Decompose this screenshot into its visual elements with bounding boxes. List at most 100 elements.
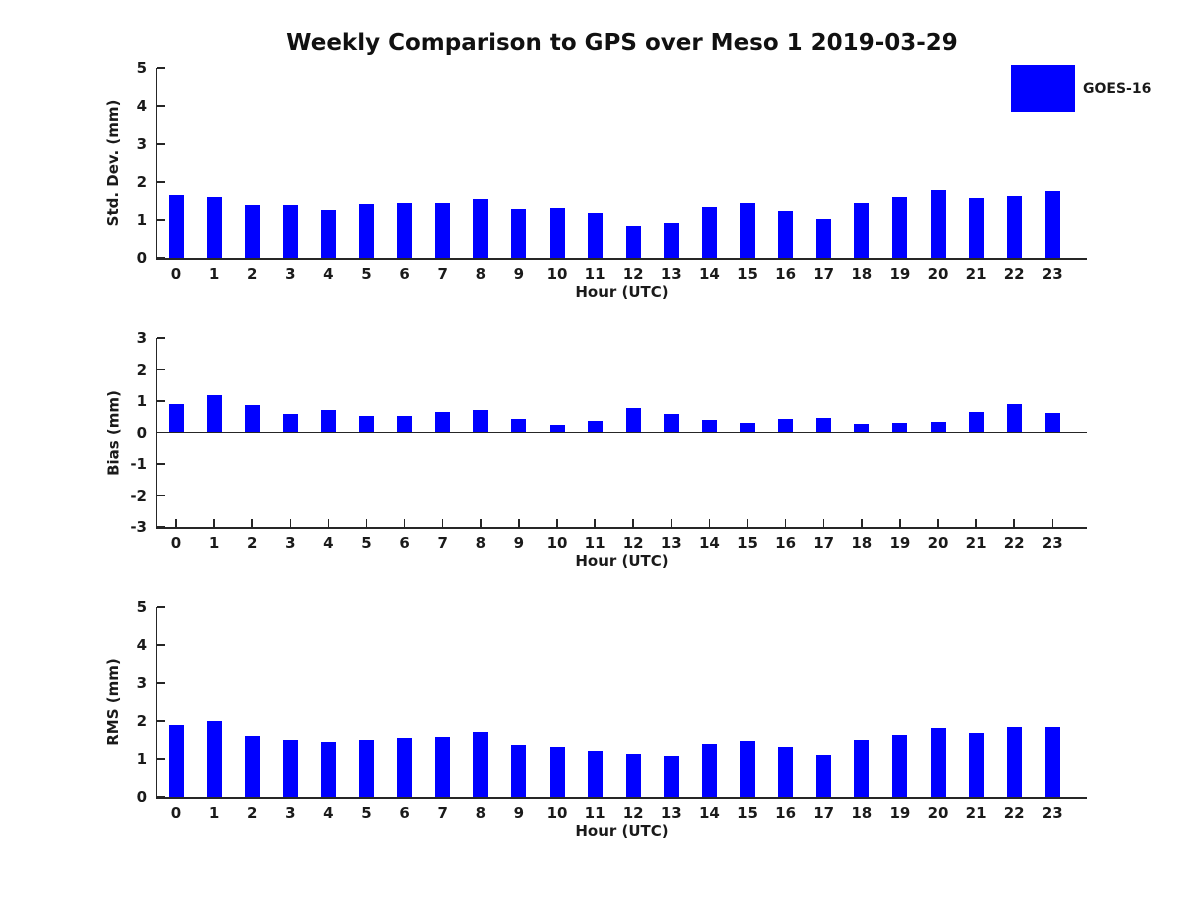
x-tick-label: 13	[660, 265, 682, 283]
x-tick	[670, 519, 673, 527]
x-tick	[1051, 519, 1054, 527]
x-tick-label: 9	[513, 265, 525, 283]
x-tick-label: 21	[965, 265, 987, 283]
bar-std-dev-hour-5	[359, 204, 374, 258]
bar-bias-hour-1	[206, 394, 222, 433]
y-tick-label: 5	[136, 598, 147, 616]
y-tick-label: 1	[136, 750, 147, 768]
bar-bias-hour-7	[435, 412, 451, 433]
x-tick	[746, 519, 749, 527]
x-tick-label: 0	[170, 804, 182, 822]
bar-bias-hour-23	[1044, 413, 1060, 433]
bar-std-dev-hour-12	[625, 226, 641, 258]
bar-bias-hour-17	[816, 418, 832, 433]
x-tick-label: 22	[1003, 534, 1025, 552]
y-tick-label: -2	[130, 486, 147, 505]
bar-rms-hour-8	[473, 732, 489, 797]
bar-bias-hour-21	[968, 412, 984, 433]
x-tick-label: 18	[851, 534, 873, 552]
x-tick-label: 3	[285, 534, 296, 552]
legend-color-swatch	[1011, 65, 1075, 112]
y-tick	[157, 720, 165, 722]
bar-std-dev-hour-4	[320, 210, 336, 258]
y-tick	[157, 758, 165, 760]
bar-bias-hour-15	[740, 423, 755, 433]
x-tick	[594, 519, 596, 527]
bar-rms-hour-7	[435, 736, 451, 797]
bar-std-dev-hour-19	[892, 197, 908, 258]
y-tick-label: 0	[136, 788, 147, 806]
y-axis-label-std-dev: Std. Dev. (mm)	[104, 99, 122, 227]
bar-std-dev-hour-9	[511, 209, 527, 258]
legend: GOES-16	[1011, 65, 1151, 112]
bar-std-dev-hour-21	[968, 197, 984, 258]
x-tick-label: 9	[513, 534, 525, 552]
bar-bias-hour-14	[701, 419, 717, 433]
bar-bias-hour-2	[244, 405, 260, 433]
bar-rms-hour-14	[701, 743, 717, 797]
bar-bias-hour-4	[320, 409, 336, 433]
y-tick-label: -1	[130, 455, 147, 473]
x-tick-label: 13	[660, 804, 682, 822]
x-tick-label: 17	[813, 804, 835, 822]
bar-std-dev-hour-11	[587, 213, 603, 258]
bar-std-dev-hour-14	[701, 207, 717, 258]
bar-bias-hour-9	[511, 419, 527, 433]
x-tick-label: 23	[1041, 804, 1063, 822]
y-tick	[157, 337, 165, 339]
x-tick	[518, 519, 520, 527]
y-tick	[157, 526, 165, 528]
y-tick	[157, 143, 165, 145]
x-tick-label: 19	[889, 804, 911, 822]
x-tick	[480, 519, 482, 527]
x-tick-label: 7	[437, 265, 448, 283]
x-tick	[861, 519, 863, 527]
y-tick-label: 0	[136, 423, 147, 442]
legend-series-label: GOES-16	[1083, 80, 1152, 97]
y-tick	[157, 219, 165, 221]
x-tick-label: 15	[737, 534, 758, 552]
x-tick	[1013, 519, 1015, 527]
x-tick-label: 3	[285, 265, 296, 283]
x-tick-label: 5	[361, 265, 372, 283]
x-tick	[899, 519, 901, 527]
y-tick-label: 4	[136, 97, 147, 115]
bar-bias-hour-22	[1006, 403, 1022, 433]
x-tick-label: 16	[775, 534, 797, 552]
y-axis-spine	[155, 338, 157, 529]
x-axis-label-rms: Hour (UTC)	[575, 822, 669, 840]
y-tick	[157, 368, 165, 371]
bar-rms-hour-19	[892, 735, 908, 797]
x-tick-label: 16	[775, 265, 797, 283]
x-tick-label: 0	[170, 534, 182, 552]
x-tick-label: 8	[475, 534, 487, 552]
x-tick	[937, 519, 939, 527]
x-tick-label: 19	[889, 265, 911, 283]
y-tick	[157, 682, 165, 684]
bar-rms-hour-22	[1006, 727, 1022, 797]
bar-std-dev-hour-7	[435, 203, 451, 258]
bar-rms-hour-13	[663, 755, 679, 797]
bar-std-dev-hour-10	[549, 207, 565, 258]
plot-area-rms: 5 4 3 2 1 0 0 1 2 3 4 5 6 7 8 9 10 11 12 13 14 15 16 17 18 19 20 21…	[104, 598, 1087, 840]
x-tick-label: 13	[660, 534, 682, 552]
bar-rms-hour-5	[359, 740, 374, 797]
x-tick-label: 20	[927, 804, 949, 822]
bar-bias-hour-5	[359, 416, 374, 433]
bar-rms-hour-10	[549, 746, 565, 797]
x-tick-label: 23	[1041, 534, 1063, 552]
x-tick-label: 2	[246, 804, 258, 822]
bar-rms-hour-18	[854, 739, 870, 797]
bar-rms-hour-23	[1044, 727, 1060, 797]
bar-bias-hour-13	[663, 414, 679, 433]
y-axis-spine	[155, 607, 157, 799]
x-tick	[556, 519, 558, 527]
bar-rms-hour-4	[320, 741, 336, 797]
bar-std-dev-hour-20	[930, 190, 946, 258]
x-tick-label: 14	[698, 804, 720, 822]
chart-title: Weekly Comparison to GPS over Meso 1 201…	[286, 30, 958, 56]
bar-std-dev-hour-18	[854, 202, 870, 258]
x-tick-label: 10	[546, 804, 568, 822]
x-tick-label: 15	[737, 804, 758, 822]
x-axis-spine	[155, 797, 1087, 799]
